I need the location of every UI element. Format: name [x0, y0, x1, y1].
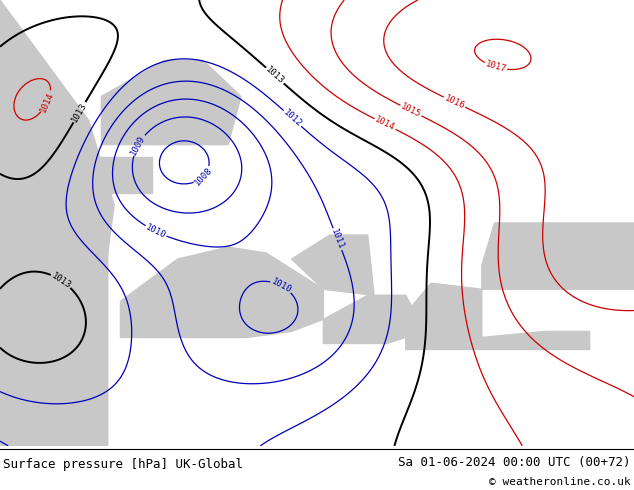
Text: 1010: 1010	[269, 277, 293, 295]
Text: 1014: 1014	[39, 90, 56, 113]
Text: 1013: 1013	[49, 271, 73, 290]
Text: 1013: 1013	[70, 101, 89, 124]
Text: 1012: 1012	[281, 108, 304, 129]
Text: 1014: 1014	[373, 115, 397, 133]
Text: 1015: 1015	[399, 102, 423, 120]
Polygon shape	[101, 60, 241, 145]
Polygon shape	[63, 157, 152, 193]
Polygon shape	[292, 235, 374, 295]
Text: Surface pressure [hPa] UK-Global: Surface pressure [hPa] UK-Global	[3, 458, 243, 471]
Polygon shape	[482, 331, 590, 349]
Text: 1013: 1013	[264, 65, 286, 86]
Text: 1017: 1017	[484, 60, 507, 74]
Text: Sa 01-06-2024 00:00 UTC (00+72): Sa 01-06-2024 00:00 UTC (00+72)	[398, 456, 631, 469]
Text: 1016: 1016	[443, 94, 466, 111]
Text: 1010: 1010	[144, 222, 167, 240]
Text: 1011: 1011	[329, 227, 346, 251]
Text: 1008: 1008	[193, 165, 214, 187]
Polygon shape	[0, 0, 114, 253]
Polygon shape	[120, 247, 323, 338]
Polygon shape	[323, 295, 425, 343]
Polygon shape	[482, 223, 634, 289]
Polygon shape	[0, 84, 108, 446]
Polygon shape	[406, 283, 482, 349]
Text: © weatheronline.co.uk: © weatheronline.co.uk	[489, 477, 631, 487]
Text: 1009: 1009	[129, 133, 147, 157]
